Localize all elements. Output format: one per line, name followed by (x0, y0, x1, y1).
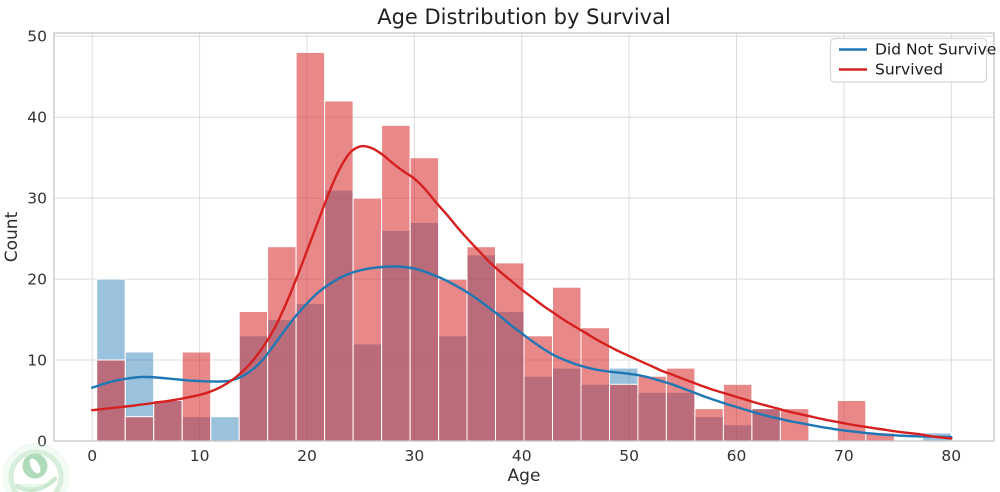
x-tick-label: 40 (512, 447, 532, 465)
watermark-swoosh (14, 476, 58, 492)
plot-content: 0 10 20 30 40 50 60 70 80 0 10 20 30 40 50 (27, 28, 994, 465)
legend-box (829, 37, 988, 83)
histogram-bar (609, 383, 639, 442)
histogram-bar (694, 408, 724, 442)
histogram-bar (836, 400, 867, 442)
x-tick-label: 60 (727, 447, 747, 465)
kde-line-did-not-survive (91, 265, 953, 439)
x-tick-label: 0 (87, 447, 97, 465)
kde-line-survived (91, 144, 953, 440)
y-axis-label: Count (2, 211, 22, 262)
x-tick-label: 10 (190, 447, 210, 465)
legend: Did Not Survive Survived (829, 37, 996, 83)
histogram-bar (210, 416, 240, 442)
histogram-bar (324, 100, 354, 442)
legend-label-did-not-survive: Did Not Survive (875, 41, 996, 59)
x-tick-label: 30 (405, 447, 425, 465)
chart-title: Age Distribution by Survival (377, 5, 671, 29)
histogram-bar (295, 51, 326, 442)
x-tick-label: 50 (619, 447, 639, 465)
histogram-bar (124, 416, 155, 442)
y-tick-label: 40 (27, 109, 47, 127)
histogram-bar (438, 278, 468, 442)
x-tick-label: 70 (834, 447, 854, 465)
y-tick-label: 30 (27, 190, 47, 208)
legend-label-survived: Survived (875, 61, 943, 79)
histogram-bar (352, 197, 383, 442)
x-tick-label: 80 (941, 447, 961, 465)
watermark-logo (2, 443, 70, 492)
histogram-bar (96, 359, 126, 442)
histogram-bar (722, 383, 753, 442)
watermark-smudge (17, 484, 44, 489)
histogram-bar (381, 124, 411, 442)
histogram-bar (153, 400, 183, 442)
y-tick-label: 0 (37, 433, 47, 451)
y-tick-label: 10 (27, 352, 47, 370)
x-tick-label: 20 (297, 447, 317, 465)
watermark-leaf-icon (29, 458, 41, 474)
axes-spines (53, 32, 995, 442)
x-axis-label: Age (508, 466, 541, 486)
histogram-bar (637, 375, 667, 442)
y-tick-label: 20 (27, 271, 47, 289)
y-tick-label: 50 (27, 28, 47, 46)
watermark-outer-glow (2, 443, 70, 492)
histogram-bar (495, 262, 525, 442)
histogram-bar (267, 246, 297, 442)
histogram-bar (466, 246, 496, 442)
